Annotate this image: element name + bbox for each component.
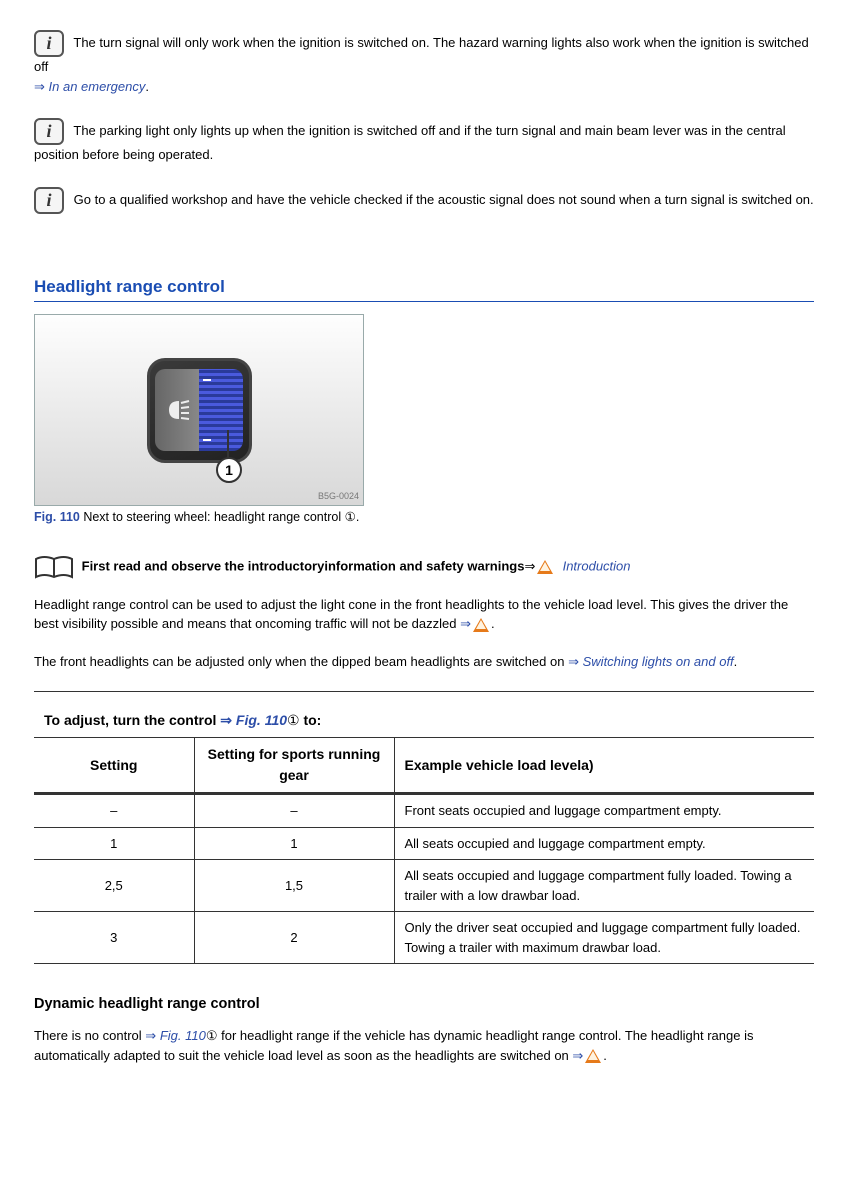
- info-note: i The turn signal will only work when th…: [34, 30, 814, 96]
- table-row: 1 1 All seats occupied and luggage compa…: [34, 827, 814, 860]
- para-punct: .: [734, 654, 738, 669]
- fig-ref-link[interactable]: Fig. 110: [160, 1028, 206, 1043]
- table-cell: –: [194, 794, 394, 828]
- fig-ref-link[interactable]: Fig. 110: [236, 712, 287, 728]
- table-cell: All seats occupied and luggage compartme…: [394, 860, 814, 912]
- table-row: 2,5 1,5 All seats occupied and luggage c…: [34, 860, 814, 912]
- figure-callout-ref: ①: [345, 510, 356, 524]
- note-text: The turn signal will only work when the …: [34, 35, 809, 74]
- para-text: The front headlights can be adjusted onl…: [34, 654, 568, 669]
- table-cell: –: [34, 794, 194, 828]
- info-note: i Go to a qualified workshop and have th…: [34, 187, 814, 214]
- figure-code: B5G-0024: [318, 490, 359, 504]
- table-title-b: to:: [300, 712, 322, 728]
- table-cell: 1,5: [194, 860, 394, 912]
- subsection-heading: Dynamic headlight range control: [34, 994, 814, 1016]
- dial-icon: [155, 369, 199, 451]
- emergency-link[interactable]: In an emergency: [49, 79, 146, 94]
- info-icon: i: [34, 187, 64, 214]
- table-cell: 2,5: [34, 860, 194, 912]
- figure-caption: Fig. 110 Next to steering wheel: headlig…: [34, 508, 814, 527]
- note-punct: .: [145, 79, 149, 94]
- table-top-rule: [34, 691, 814, 692]
- table-cell: 2: [194, 912, 394, 964]
- note-text: Go to a qualified workshop and have the …: [74, 191, 814, 206]
- table-cell: 1: [34, 827, 194, 860]
- book-icon: [34, 553, 74, 581]
- table-header: Setting: [34, 738, 194, 794]
- figure-caption-text: Next to steering wheel: headlight range …: [80, 510, 345, 524]
- circled-ref: ①: [287, 712, 300, 728]
- table-title: To adjust, turn the control ⇒ Fig. 110① …: [34, 702, 814, 738]
- table-cell: 3: [34, 912, 194, 964]
- headlight-dial: [147, 358, 252, 463]
- switching-lights-link[interactable]: Switching lights on and off: [583, 654, 734, 669]
- table-row: – – Front seats occupied and luggage com…: [34, 794, 814, 828]
- note-text: The parking light only lights up when th…: [34, 123, 786, 162]
- table-cell: Only the driver seat occupied and luggag…: [394, 912, 814, 964]
- dial-wheel: [199, 369, 243, 451]
- introduction-link[interactable]: Introduction: [563, 558, 631, 573]
- table-cell: 1: [194, 827, 394, 860]
- para-text: Headlight range control can be used to a…: [34, 597, 788, 632]
- section-heading: Headlight range control: [34, 274, 814, 303]
- arrow: ⇒: [568, 654, 579, 669]
- warning-icon: [585, 1049, 601, 1063]
- table-header: Example vehicle load levela): [394, 738, 814, 794]
- arrow: ⇒: [524, 558, 535, 573]
- para-text: There is no control: [34, 1028, 145, 1043]
- paragraph: Headlight range control can be used to a…: [34, 595, 814, 634]
- table-cell: Front seats occupied and luggage compart…: [394, 794, 814, 828]
- table-title-a: To adjust, turn the control: [44, 712, 220, 728]
- arrow: ⇒: [220, 712, 232, 728]
- arrow: ⇒: [460, 616, 471, 631]
- settings-table: To adjust, turn the control ⇒ Fig. 110① …: [34, 702, 814, 964]
- link-arrow: ⇒: [34, 79, 45, 94]
- callout-number: 1: [216, 457, 242, 483]
- read-first: First read and observe the introductoryi…: [34, 553, 814, 581]
- warning-icon: [473, 618, 489, 632]
- table-title-row: To adjust, turn the control ⇒ Fig. 110① …: [34, 702, 814, 738]
- table-header: Setting for sports running gear: [194, 738, 394, 794]
- headlamp-icon: [163, 399, 191, 421]
- callout-line: [227, 430, 229, 458]
- info-note: i The parking light only lights up when …: [34, 118, 814, 165]
- circled-ref: ①: [206, 1028, 218, 1043]
- paragraph: There is no control ⇒ Fig. 110① for head…: [34, 1026, 814, 1065]
- warning-icon: [537, 560, 553, 574]
- info-icon: i: [34, 118, 64, 145]
- figure-label: Fig. 110: [34, 510, 80, 524]
- arrow: ⇒: [145, 1028, 156, 1043]
- read-first-text: First read and observe the introductoryi…: [82, 558, 525, 573]
- table-cell: All seats occupied and luggage compartme…: [394, 827, 814, 860]
- para-punct: .: [603, 1048, 607, 1063]
- para-punct: .: [491, 616, 495, 631]
- figure-110: 1 B5G-0024: [34, 314, 364, 506]
- table-row: 3 2 Only the driver seat occupied and lu…: [34, 912, 814, 964]
- paragraph: The front headlights can be adjusted onl…: [34, 652, 814, 672]
- info-icon: i: [34, 30, 64, 57]
- arrow: ⇒: [572, 1048, 583, 1063]
- table-header-row: Setting Setting for sports running gear …: [34, 738, 814, 794]
